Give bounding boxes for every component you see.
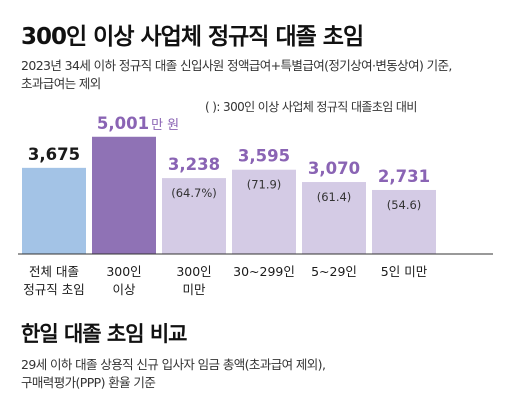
chart-subtitle-line-2: 초과급여는 제외 [21, 76, 101, 91]
bar-ratio-label: (54.6) [387, 198, 422, 212]
category-label: 5인 미만 [381, 264, 428, 279]
bar-value-label: 5,001 만 원 [97, 114, 179, 133]
bar-ratio-label: (61.4) [317, 190, 352, 204]
category-label: 정규직 초임 [23, 282, 84, 297]
bar-2 [162, 178, 226, 254]
bar-ratio-label: (71.9) [247, 178, 282, 192]
bar-4 [302, 182, 366, 254]
bar-5 [372, 189, 436, 254]
bar-ratio-label: (64.7%) [171, 186, 217, 200]
bar-value-label: 3,595 [238, 147, 290, 166]
bar-value-label: 3,070 [308, 159, 360, 178]
chart-title: 300인 이상 사업체 정규직 대졸 초임 [21, 24, 364, 50]
bar-value-label: 2,731 [378, 167, 430, 186]
category-label: 이상 [112, 282, 136, 297]
bar-value-label: 3,675 [28, 145, 80, 164]
bar-value-label: 3,238 [168, 155, 220, 174]
legend-note: ( ): 300인 이상 사업체 정규직 대졸초임 대비 [205, 100, 417, 114]
category-label: 미만 [182, 282, 206, 297]
category-label: 30~299인 [233, 264, 295, 279]
category-label: 5~29인 [311, 264, 357, 279]
chart-subtitle-line-1: 2023년 34세 이하 정규직 대졸 신입사원 정액급여+특별급여(정기상여·… [21, 58, 452, 73]
category-label: 300인 [176, 264, 211, 279]
section-note-line-1: 29세 이하 대졸 상용직 신규 입사자 임금 총액(초과급여 제외), [21, 357, 326, 372]
bar-0 [22, 167, 86, 254]
section-note-line-2: 구매력평가(PPP) 환율 기준 [21, 375, 156, 390]
bar-3 [232, 169, 296, 254]
value-unit: 만 원 [151, 118, 179, 133]
bar-1 [92, 136, 156, 254]
section-title: 한일 대졸 초임 비교 [21, 322, 187, 346]
category-label: 전체 대졸 [29, 264, 79, 279]
category-label: 300인 [106, 264, 141, 279]
